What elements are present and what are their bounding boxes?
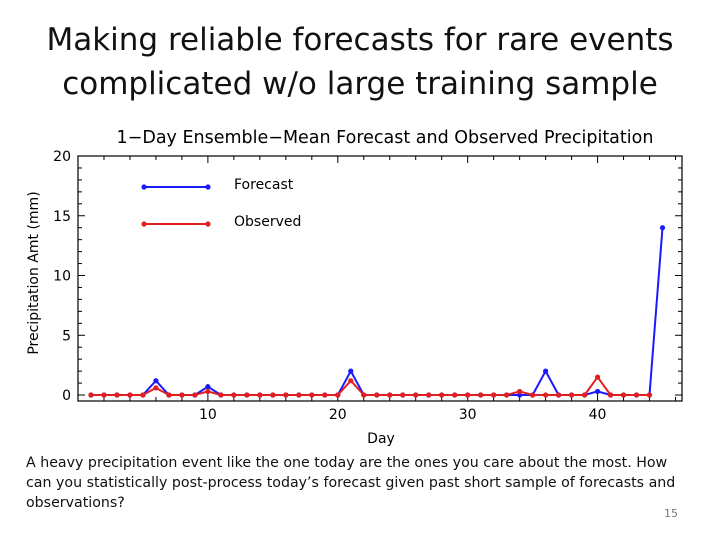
y-tick-label: 10 xyxy=(53,269,71,285)
observed-point xyxy=(491,392,497,398)
observed-point xyxy=(218,392,224,398)
observed-point xyxy=(400,392,406,398)
y-tick-label: 0 xyxy=(62,388,71,404)
x-tick-label: 20 xyxy=(329,407,347,423)
y-axis-label: Precipitation Amt (mm) xyxy=(26,191,42,354)
forecast-legend-label: Forecast xyxy=(234,177,294,193)
forecast-point xyxy=(517,392,523,398)
observed-point xyxy=(309,392,315,398)
observed-point xyxy=(335,392,341,398)
forecast-point xyxy=(659,225,666,231)
observed-point xyxy=(361,392,367,398)
observed-point xyxy=(348,378,354,384)
forecast-line xyxy=(91,227,664,396)
slide-title-line-2: complicated w/o large training sample xyxy=(62,66,658,102)
forecast-point xyxy=(205,384,211,390)
observed-point xyxy=(556,392,562,398)
x-tick-label: 30 xyxy=(459,407,477,423)
observed-point xyxy=(517,388,523,395)
observed-series xyxy=(88,374,653,398)
observed-point xyxy=(114,392,120,398)
observed-point xyxy=(620,392,627,398)
observed-point xyxy=(205,388,211,395)
observed-point xyxy=(270,392,276,398)
observed-point xyxy=(140,392,146,398)
observed-point xyxy=(478,392,484,398)
observed-point xyxy=(374,392,380,398)
observed-point xyxy=(101,392,107,398)
x-tick-label: 40 xyxy=(589,407,607,423)
observed-point xyxy=(607,392,614,398)
y-tick-label: 20 xyxy=(53,149,71,165)
observed-point xyxy=(322,392,328,398)
slide-title-line-1: Making reliable forecasts for rare event… xyxy=(46,22,674,58)
slide-number: 15 xyxy=(664,507,678,520)
chart-title: 1−Day Ensemble−Mean Forecast and Observe… xyxy=(117,128,654,148)
observed-point xyxy=(439,392,445,398)
plot-frame xyxy=(77,155,683,402)
observed-point xyxy=(283,392,289,398)
forecast-series xyxy=(88,225,666,398)
y-tick-label: 15 xyxy=(53,209,71,225)
forecast-legend-marker xyxy=(205,184,211,190)
observed-point xyxy=(633,392,640,398)
observed-line xyxy=(91,375,650,396)
observed-point xyxy=(530,392,536,398)
precipitation-chart: 1−Day Ensemble−Mean Forecast and Observe… xyxy=(26,128,683,447)
forecast-legend-marker xyxy=(141,184,147,190)
observed-point xyxy=(179,392,185,398)
observed-point xyxy=(452,392,458,398)
observed-point xyxy=(231,392,237,398)
observed-point xyxy=(568,392,575,398)
observed-point xyxy=(387,392,393,398)
observed-point xyxy=(88,392,94,398)
observed-point xyxy=(581,392,588,398)
forecast-point xyxy=(543,368,549,374)
observed-legend-marker xyxy=(205,221,211,227)
forecast-point xyxy=(348,368,354,374)
observed-point xyxy=(413,392,419,398)
observed-point xyxy=(504,392,510,398)
x-tick-label: 10 xyxy=(199,407,217,423)
observed-point xyxy=(153,385,159,391)
y-tick-label: 5 xyxy=(62,328,71,344)
observed-point xyxy=(594,374,601,380)
x-axis-label: Day xyxy=(367,431,395,447)
observed-point xyxy=(166,392,172,398)
observed-point xyxy=(192,392,198,398)
observed-point xyxy=(244,392,250,398)
observed-legend-label: Observed xyxy=(234,214,301,230)
observed-point xyxy=(257,392,263,398)
slide-title: Making reliable forecasts for rare event… xyxy=(0,18,720,106)
observed-point xyxy=(465,392,471,398)
observed-point xyxy=(543,392,549,398)
slide-caption: A heavy precipitation event like the one… xyxy=(26,455,676,511)
observed-point xyxy=(426,392,432,398)
observed-point xyxy=(127,392,133,398)
observed-point xyxy=(646,392,653,398)
forecast-point xyxy=(153,378,159,384)
observed-legend-marker xyxy=(141,221,147,227)
forecast-point xyxy=(594,388,601,395)
observed-point xyxy=(296,392,302,398)
